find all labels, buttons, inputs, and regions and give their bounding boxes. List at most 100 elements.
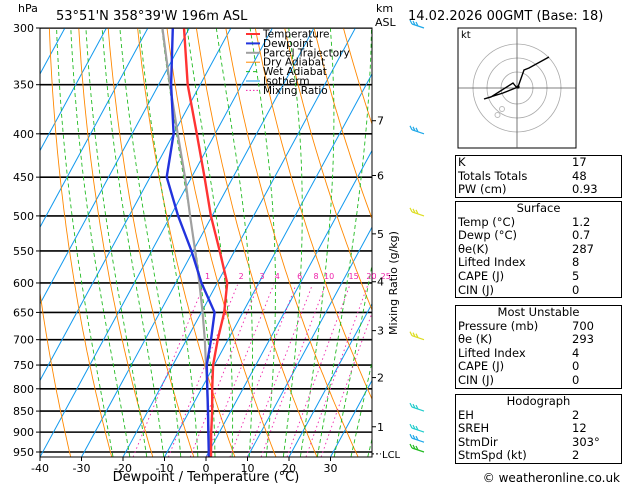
- mixing-ratio-line: [189, 284, 259, 457]
- mixing-ratio-line: [132, 284, 205, 457]
- dewpoint-line: [165, 28, 216, 457]
- dewpoint-point: [207, 431, 210, 433]
- indices-basic-table: K 17 Totals Totals 48 PW (cm) 0.93: [455, 155, 622, 198]
- isotherm-line: [40, 28, 273, 457]
- temperature-point: [210, 431, 212, 433]
- wind-barb: [409, 423, 425, 433]
- index-row: CIN (J) 0: [456, 372, 622, 388]
- isotherm-line: [40, 28, 190, 305]
- copyright: © weatheronline.co.uk: [483, 471, 620, 485]
- index-label: PW (cm): [458, 182, 507, 197]
- dewpoint-point: [206, 387, 209, 390]
- wet-adiabat-line: [56, 28, 114, 457]
- mixing-ratio-label: 4: [275, 272, 280, 281]
- pressure-label: 650: [13, 306, 34, 319]
- dry-adiabat-line: [48, 28, 113, 457]
- isotherm-line: [40, 28, 149, 229]
- legend-label: Mixing Ratio: [263, 85, 328, 97]
- x-tick-label: -20: [114, 462, 132, 475]
- mixing-ratio-line: [260, 284, 326, 457]
- mixing-ratio-line: [320, 311, 372, 457]
- hodo-title: Hodograph: [506, 394, 571, 408]
- index-label: SREH: [458, 421, 490, 436]
- mixing-ratio-label: 3: [259, 272, 264, 281]
- dry-adiabat-line: [284, 28, 372, 312]
- pressure-label: 450: [13, 171, 34, 184]
- mixing-ratio-line: [246, 284, 313, 457]
- isotherm-line: [40, 28, 107, 152]
- pressure-label: 800: [13, 383, 34, 396]
- pressure-label: 400: [13, 128, 34, 141]
- legend-label: Dewpoint: [263, 38, 313, 50]
- dry-adiabat-line: [166, 28, 277, 457]
- surface-title: Surface: [516, 201, 561, 215]
- parcel-trajectory-point: [204, 338, 206, 341]
- index-label: Lifted Index: [458, 255, 526, 270]
- pressure-unit: hPa: [18, 2, 38, 15]
- index-label: K: [458, 155, 466, 169]
- isotherm-line: [40, 28, 232, 382]
- hodograph-storm-motion: [516, 85, 520, 89]
- index-row: PW (cm) 0.93: [456, 182, 622, 197]
- index-value: 0.93: [572, 182, 598, 197]
- datetime-label: 14.02.2026 00GMT (Base: 18): [408, 9, 603, 24]
- index-row: K 17: [456, 155, 622, 170]
- index-value: 0: [572, 372, 580, 387]
- wet-adiabat-line: [186, 28, 234, 457]
- dewpoint-point: [170, 83, 172, 86]
- index-value: 1.2: [572, 214, 591, 229]
- index-value: 2: [572, 448, 580, 463]
- temperature-point: [211, 410, 213, 412]
- index-value: 0: [572, 282, 580, 297]
- index-row: CAPE (J) 0: [456, 360, 622, 374]
- index-row: Lifted Index 8: [456, 256, 622, 270]
- x-tick-label: -30: [73, 462, 91, 475]
- index-row: Dewp (°C) 0.7: [456, 229, 622, 243]
- index-row: θe (K) 293: [456, 333, 622, 347]
- lcl-label: LCL: [382, 450, 401, 461]
- parcel-trajectory-line: [161, 28, 213, 457]
- location-label: 53°51'N 358°39'W 196m ASL: [56, 9, 248, 24]
- height-label: 1: [377, 421, 384, 434]
- hodograph-trace: [483, 56, 550, 100]
- wet-adiabat-line: [316, 28, 372, 457]
- hodograph: kt: [457, 27, 577, 149]
- isotherm-line: [330, 379, 372, 457]
- dewpoint-point: [207, 410, 209, 412]
- mixing-ratio-line: [229, 284, 297, 457]
- index-value: 0: [572, 359, 580, 374]
- x-tick-label: 20: [282, 462, 296, 475]
- index-row: StmDir 303°: [456, 435, 622, 450]
- x-tick-label: 30: [324, 462, 338, 475]
- dry-adiabat-line: [195, 28, 318, 457]
- height-unit-km: km: [376, 2, 393, 15]
- index-label: EH: [458, 407, 474, 422]
- dewpoint-point: [210, 338, 212, 341]
- background-lines: [40, 28, 372, 457]
- indices-surface-table: Surface Temp (°C) 1.2 Dewp (°C) 0.7 θe(K) 287…: [455, 201, 622, 299]
- temperature-point: [186, 83, 189, 86]
- hodograph-ghost: [499, 106, 505, 112]
- isotherm-line: [164, 72, 372, 457]
- parcel-trajectory-point: [198, 282, 201, 284]
- temperature-point: [223, 311, 225, 314]
- mixing-ratio-label: 15: [348, 272, 358, 281]
- index-row: Lifted Index 4: [456, 346, 622, 361]
- temperature-point: [210, 215, 212, 217]
- wet-adiabat-line: [161, 28, 216, 457]
- mixing-ratio-label: 10: [324, 272, 334, 281]
- mixing-ratio-line: [167, 284, 238, 457]
- pressure-label: 500: [13, 210, 34, 223]
- index-row: EH 2: [456, 407, 622, 423]
- isotherm-line: [205, 149, 372, 457]
- pressure-label: 700: [13, 334, 34, 347]
- wet-adiabat-line: [215, 28, 253, 457]
- dewpoint-point: [165, 176, 168, 178]
- height-label: 7: [377, 115, 384, 128]
- index-row: θe(K) 287: [456, 242, 622, 257]
- index-row: Temp (°C) 1.2: [456, 214, 622, 230]
- pressure-label: 900: [13, 426, 34, 439]
- wind-barb: [409, 125, 425, 135]
